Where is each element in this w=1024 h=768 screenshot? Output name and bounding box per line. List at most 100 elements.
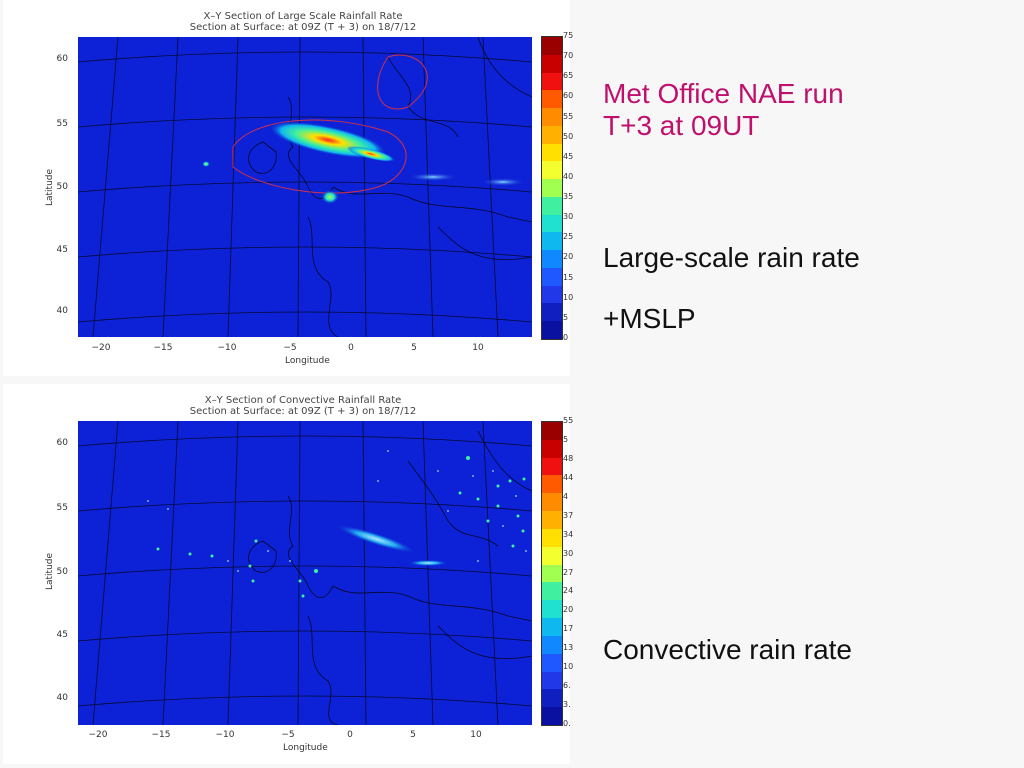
bottom-plot-title-line2: Section at Surface: at 09Z (T + 3) on 18… (189, 406, 417, 417)
colorbar-cell (542, 439, 562, 459)
colorbar-label: 60 (563, 91, 574, 101)
colorbar-label: 34 (563, 529, 574, 539)
colorbar-cell (542, 689, 562, 708)
colorbar-cell (542, 493, 562, 512)
colorbar-label: 6. (563, 681, 571, 691)
colorbar-cell (542, 72, 562, 91)
colorbar-cell (542, 707, 562, 726)
colorbar-label: 3. (563, 700, 571, 710)
colorbar-cell (542, 214, 562, 233)
caption-convective: Convective rain rate (603, 634, 853, 665)
x-tick: 5 (411, 343, 417, 353)
colorbar-label: 0 (563, 333, 569, 342)
colorbar-cell (542, 125, 562, 145)
colorbar-label: 5 (563, 434, 569, 444)
y-tick: 55 (56, 119, 68, 129)
colorbar-label: 50 (563, 131, 574, 141)
caption-mslp: +MSLP (603, 303, 696, 334)
colorbar-label: 37 (563, 510, 574, 520)
colorbar-cell (542, 511, 562, 530)
coastlines (248, 37, 532, 337)
bottom-colorbar (541, 421, 563, 726)
x-tick: −20 (91, 343, 111, 353)
colorbar-cell (542, 143, 562, 162)
graticule (78, 37, 532, 337)
colorbar-cell (542, 475, 562, 494)
colorbar-cell (542, 671, 562, 690)
colorbar-cell (542, 161, 562, 180)
y-tick: 45 (56, 245, 68, 255)
y-tick: 60 (56, 438, 68, 448)
graticule (78, 421, 532, 725)
x-tick: 10 (470, 730, 482, 740)
y-tick: 50 (56, 567, 68, 577)
y-tick: 55 (56, 503, 68, 513)
colorbar-label: 10 (563, 292, 574, 302)
y-tick: 40 (56, 306, 68, 316)
large-scale-rain-panel: X–Y Section of Large Scale Rainfall Rate… (3, 0, 574, 376)
x-tick: −5 (283, 343, 297, 353)
colorbar-label: 13 (563, 643, 574, 653)
colorbar-label: 25 (563, 232, 574, 242)
caption-large-scale: Large-scale rain rate (603, 242, 860, 273)
bottom-plot-title-line1: X–Y Section of Convective Rainfall Rate (204, 395, 402, 406)
colorbar-label: 27 (563, 567, 574, 577)
convective-rain-field (78, 421, 532, 725)
colorbar-label: 65 (563, 71, 574, 81)
top-plot-title: X–Y Section of Large Scale Rainfall Rate… (103, 11, 503, 33)
heading-line1: Met Office NAE run (603, 78, 844, 109)
colorbar-label: 35 (563, 192, 574, 202)
top-plot-title-line1: X–Y Section of Large Scale Rainfall Rate (203, 11, 403, 22)
x-tick: 0 (348, 343, 354, 353)
rain-band-east (481, 178, 525, 186)
colorbar-label: 70 (563, 51, 574, 61)
colorbar-cell (542, 457, 562, 476)
colorbar-label: 30 (563, 212, 574, 222)
colorbar-label: 24 (563, 586, 574, 596)
colorbar-label: 44 (563, 472, 574, 482)
heading-line2: T+3 at 09UT (603, 110, 760, 141)
large-scale-rain-map (78, 37, 532, 337)
colorbar-cell (542, 196, 562, 216)
colorbar-cell (542, 546, 562, 566)
y-tick: 45 (56, 630, 68, 640)
colorbar-label: 55 (563, 111, 574, 121)
colorbar-cell (542, 582, 562, 601)
colorbar-cell (542, 635, 562, 655)
rain-cell-west (202, 161, 210, 167)
large-scale-rain-field (78, 37, 532, 337)
colorbar-cell (542, 321, 562, 340)
colorbar-cell (542, 303, 562, 322)
colorbar-cell (542, 267, 562, 287)
rain-core (346, 146, 396, 162)
colorbar-cell (542, 37, 562, 56)
colorbar-label: 20 (563, 252, 574, 262)
x-tick: −10 (217, 343, 237, 353)
x-tick: −20 (88, 730, 108, 740)
colorbar-cell (542, 90, 562, 109)
colorbar-label: 45 (563, 151, 574, 161)
colorbar-cell (542, 618, 562, 637)
convective-speckle (147, 450, 527, 572)
colorbar-label: 40 (563, 171, 574, 181)
colorbar-cell (542, 564, 562, 583)
colorbar-cell (542, 54, 562, 73)
colorbar-cell (542, 232, 562, 251)
colorbar-cell (542, 600, 562, 619)
mslp-contour-north (377, 54, 428, 110)
rain-cell-south (321, 190, 339, 204)
top-colorbar (541, 36, 563, 340)
rain-band-east-2 (408, 173, 458, 181)
y-axis-label: Latitude (45, 552, 55, 590)
colorbar-label: 75 (563, 31, 574, 40)
colorbar-cell (542, 285, 562, 304)
x-tick: 5 (410, 730, 416, 740)
x-tick: 10 (472, 343, 484, 353)
x-tick: 0 (347, 730, 353, 740)
y-tick: 60 (56, 54, 68, 64)
x-axis-label: Longitude (283, 743, 328, 753)
colorbar-label: 17 (563, 624, 574, 634)
colorbar-label: 0. (563, 719, 571, 728)
colorbar-cell (542, 179, 562, 198)
colorbar-cell (542, 422, 562, 441)
